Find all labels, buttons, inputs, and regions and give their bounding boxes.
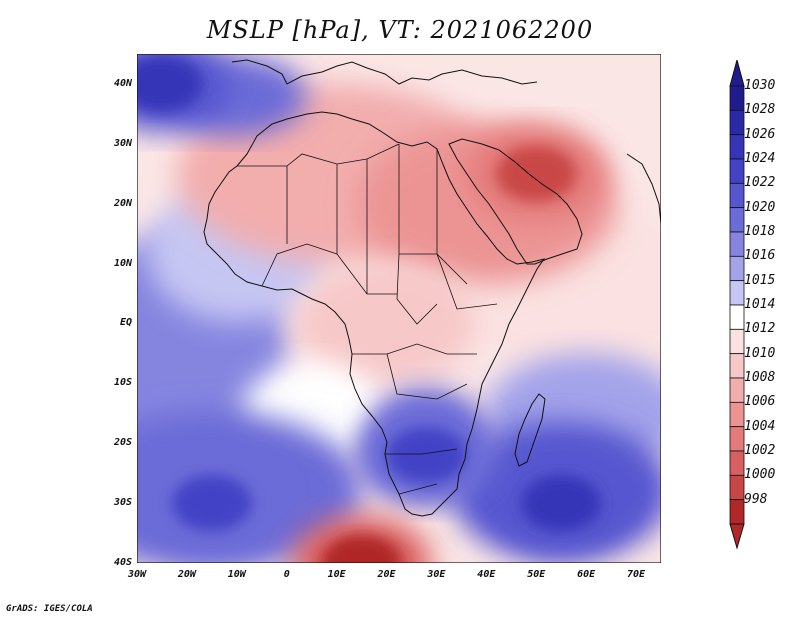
colorbar-swatch [729, 474, 745, 501]
pressure-centre-southern-ocean-low [291, 515, 432, 563]
y-tick-label: 30N [113, 137, 132, 149]
colorbar-swatch [729, 280, 745, 306]
map-title: MSLP [hPa], VT: 2021062200 [206, 16, 594, 44]
colorbar-swatch [729, 158, 745, 184]
colorbar-swatch [729, 304, 745, 330]
x-tick-label: 10W [227, 569, 246, 580]
x-tick-label: 50E [527, 569, 546, 580]
y-tick-label: 10N [113, 257, 132, 269]
colorbar-swatch [729, 450, 745, 476]
y-tick-label: EQ [119, 317, 132, 329]
pressure-patch [296, 263, 477, 384]
colorbar-bottom-arrow [729, 523, 745, 550]
y-tick-label: 30S [113, 497, 132, 509]
colorbar-swatch [729, 328, 745, 355]
y-tick-label: 40N [113, 77, 132, 89]
colorbar-level-label: 1008 [744, 370, 776, 385]
colorbar-swatch [729, 377, 745, 403]
colorbar-swatch [729, 231, 745, 257]
colorbar-swatch [729, 182, 745, 209]
x-tick-label: 0 [283, 569, 290, 580]
x-tick-label: 20E [377, 569, 396, 580]
colorbar-level-label: 1002 [744, 443, 776, 458]
x-tick-label: 60E [577, 569, 596, 580]
colorbar-swatch [729, 255, 745, 282]
coastline-africa [203, 111, 546, 517]
colorbar-level-label: 1018 [744, 224, 776, 239]
colorbar-swatch [729, 499, 745, 525]
colorbar-level-label: 998 [744, 491, 768, 507]
coastline-europe [231, 59, 538, 85]
colorbar-level-label: 1026 [744, 126, 776, 142]
colorbar-level-label: 1020 [744, 199, 776, 215]
colorbar-level-label: 1014 [744, 297, 776, 312]
y-tick-label: 20S [113, 437, 132, 449]
colorbar-level-label: 1022 [744, 175, 776, 191]
colorbar-level-label: 1012 [744, 321, 776, 337]
pressure-centre-mascarene-high [491, 455, 632, 552]
colorbar-level-label: 1030 [744, 78, 776, 93]
coastline-india [626, 153, 661, 225]
colorbar-graphic [729, 60, 745, 550]
colorbar-top-arrow [729, 60, 745, 87]
y-tick-label: 20N [113, 197, 132, 209]
colorbar-swatch [729, 207, 745, 233]
border-lines [237, 143, 498, 495]
colorbar-level-label: 1010 [744, 345, 776, 361]
colorbar-swatch [729, 85, 745, 111]
colorbar-swatch [729, 109, 745, 136]
x-tick-label: 70E [627, 569, 646, 580]
colorbar-level-label: 1015 [744, 272, 776, 288]
colorbar-level-label: 1016 [744, 248, 776, 264]
x-tick-label: 40E [477, 569, 496, 580]
coastline-arabia [448, 138, 583, 265]
pressure-centre-south-atlantic-high [141, 455, 282, 552]
colorbar-level-label: 1028 [744, 102, 776, 118]
y-tick-label: 40S [113, 557, 132, 568]
colorbar-level-label: 1024 [744, 151, 776, 166]
pressure-centre-arabian-low [466, 125, 607, 222]
y-tick-label: 10S [113, 377, 132, 389]
pressure-centre-azores-high [137, 54, 232, 132]
x-tick-label: 30W [127, 569, 147, 580]
colorbar-level-label: 1004 [744, 418, 776, 434]
x-tick-label: 30E [427, 569, 446, 580]
mslp-map[interactable] [137, 54, 661, 563]
colorbar-level-label: 1006 [744, 394, 776, 410]
x-tick-label: 10E [327, 569, 346, 580]
colorbar-swatch [729, 426, 745, 452]
map-panel[interactable] [137, 54, 661, 563]
coastline-madagascar [514, 393, 546, 467]
footer-credit: GrADS: IGES/COLA [6, 604, 93, 614]
pressure-centre-southern-africa-high [356, 407, 497, 504]
x-tick-label: 20W [177, 569, 196, 580]
coastlines [203, 59, 661, 517]
colorbar-swatch [729, 353, 745, 379]
colorbar-swatch [729, 134, 745, 160]
colorbar-swatch [729, 401, 745, 428]
pressure-field [137, 54, 661, 563]
colorbar-level-label: 1000 [744, 467, 776, 483]
